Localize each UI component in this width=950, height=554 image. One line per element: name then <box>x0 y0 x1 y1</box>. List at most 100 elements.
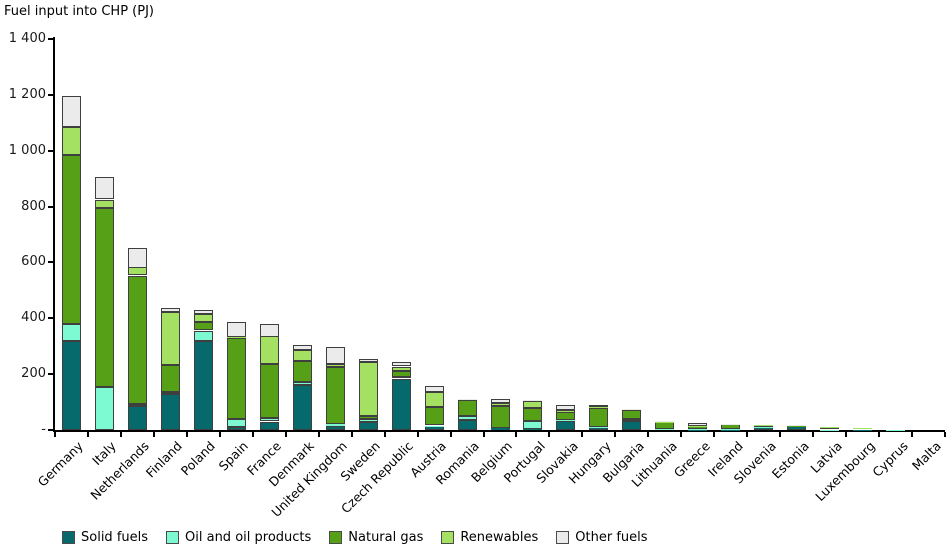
bar-segment-slovakia <box>556 421 576 430</box>
bar-segment-romania <box>457 400 477 416</box>
bar-segment-romania <box>457 399 477 400</box>
bar-segment-france <box>259 336 279 364</box>
bar-segment-luxembourg <box>853 428 873 429</box>
y-tick-mark <box>48 317 53 320</box>
legend: Solid fuels Oil and oil products Natural g… <box>62 530 648 545</box>
bar-segment-netherlands <box>127 406 147 430</box>
x-tick-mark <box>185 432 188 437</box>
bar-segment-spain <box>226 322 246 337</box>
bar-segment-united-kingdom <box>325 347 345 364</box>
bar-segment-hungary <box>589 407 609 408</box>
bar-segment-slovenia <box>754 425 774 426</box>
y-tick-mark <box>48 205 53 208</box>
bar-segment-cyprus <box>886 430 906 431</box>
bar-segment-france <box>259 324 279 337</box>
bar-segment-germany <box>61 341 81 430</box>
y-tick-label: 800 <box>21 198 46 214</box>
bar-segment-france <box>259 422 279 430</box>
bar-segment-sweden <box>358 422 378 430</box>
bar-segment-france <box>259 364 279 418</box>
bar-segment-bulgaria <box>622 410 642 419</box>
x-tick-mark <box>779 432 782 437</box>
y-tick-mark <box>48 93 53 96</box>
x-tick-mark <box>119 432 122 437</box>
bar-segment-spain <box>226 337 246 338</box>
x-tick-mark <box>54 432 56 437</box>
bar-segment-czech-republic <box>391 371 411 377</box>
y-tick-label: 1 000 <box>8 142 46 158</box>
legend-label: Natural gas <box>348 530 424 545</box>
bar-segment-latvia <box>820 430 840 431</box>
bar-segment-poland <box>193 331 213 341</box>
bar-segment-finland <box>160 365 180 392</box>
bar-segment-ireland <box>721 429 741 430</box>
bar-segment-italy <box>94 177 114 199</box>
x-tick-mark <box>515 432 518 437</box>
bar-segment-belgium <box>490 428 510 430</box>
bar-segment-slovakia <box>556 410 576 413</box>
bar-segment-spain <box>226 427 246 430</box>
bar-segment-netherlands <box>127 267 147 275</box>
bar-segment-hungary <box>589 408 609 427</box>
legend-item: Oil and oil products <box>166 530 311 545</box>
x-tick-mark <box>152 432 155 437</box>
bar-segment-greece <box>688 429 708 430</box>
y-tick-label: 1 400 <box>8 31 46 46</box>
bar-segment-hungary <box>589 427 609 428</box>
bar-segment-united-kingdom <box>325 364 345 367</box>
bar-segment-austria <box>424 407 444 425</box>
bar-segment-germany <box>61 127 81 155</box>
bar-segment-belgium <box>490 399 510 403</box>
bar-segment-lithuania <box>655 429 675 430</box>
legend-label: Solid fuels <box>81 530 149 545</box>
bar-segment-denmark <box>292 361 312 382</box>
x-tick-mark <box>548 432 551 437</box>
bar-segment-france <box>259 418 279 421</box>
legend-swatch-icon <box>441 531 455 544</box>
bar-segment-hungary <box>589 405 609 407</box>
bar-segment-spain <box>226 419 246 427</box>
legend-label: Other fuels <box>575 530 648 545</box>
bar-segment-poland <box>193 322 213 330</box>
bar-segment-united-kingdom <box>325 426 345 430</box>
legend-item: Solid fuels <box>62 530 148 545</box>
legend-item: Natural gas <box>329 530 423 545</box>
x-tick-mark <box>350 432 353 437</box>
bar-segment-czech-republic <box>391 379 411 430</box>
x-tick-mark <box>449 432 452 437</box>
bar-segment-romania <box>457 420 477 430</box>
x-tick-mark <box>812 432 815 437</box>
bar-segment-finland <box>160 312 180 365</box>
bar-segment-denmark <box>292 345 312 350</box>
bar-segment-belgium <box>490 406 510 428</box>
legend-swatch-icon <box>166 531 180 544</box>
bar-segment-finland <box>160 392 180 394</box>
bar-segment-slovakia <box>556 412 576 420</box>
x-tick-mark <box>680 432 683 437</box>
x-tick-mark <box>581 432 584 437</box>
bar-segment-slovenia <box>754 427 774 428</box>
bar-segment-austria <box>424 392 444 407</box>
bar-segment-germany <box>61 96 81 127</box>
bar-segment-netherlands <box>127 404 147 406</box>
chart-title: Fuel input into CHP (PJ) <box>4 4 154 19</box>
x-tick-mark <box>86 432 89 437</box>
bar-segment-netherlands <box>127 248 147 268</box>
x-tick-mark <box>647 432 650 437</box>
x-tick-mark <box>383 432 386 437</box>
bar-segment-belgium <box>490 403 510 406</box>
legend-label: Renewables <box>460 530 539 545</box>
bar-segment-ireland <box>721 424 741 425</box>
bar-segment-poland <box>193 341 213 430</box>
bar-segment-czech-republic <box>391 367 411 371</box>
y-tick-mark <box>48 429 53 431</box>
bar-segment-portugal <box>523 400 543 401</box>
x-tick-mark <box>416 432 419 437</box>
bar-segment-greece <box>688 426 708 427</box>
legend-label: Oil and oil products <box>185 530 312 545</box>
bar-segment-denmark <box>292 385 312 430</box>
bar-segment-slovakia <box>556 420 576 421</box>
legend-swatch-icon <box>556 531 570 544</box>
x-tick-mark <box>218 432 221 437</box>
